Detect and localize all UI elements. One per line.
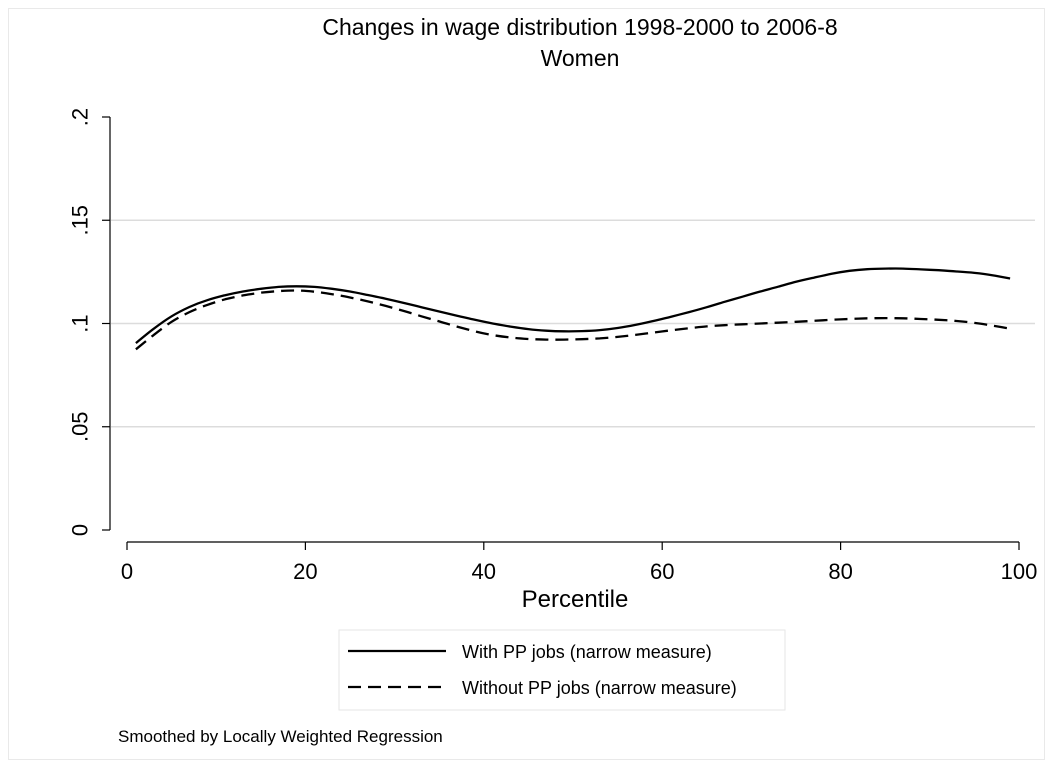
legend-box — [338, 629, 786, 711]
chart-title: Changes in wage distribution 1998-2000 t… — [322, 14, 837, 40]
y-tick-label-2: .1 — [68, 314, 93, 332]
series-line-without-pp — [135, 289, 1011, 351]
series-lines — [135, 267, 1011, 351]
y-tick-label-4: .2 — [68, 108, 93, 126]
x-tick-label-5: 100 — [1001, 559, 1038, 584]
x-axis-ticks: 0 20 40 60 80 100 — [121, 542, 1037, 584]
legend: With PP jobs (narrow measure) Without PP… — [338, 629, 786, 711]
chart-subtitle: Women — [541, 45, 620, 71]
x-tick-label-4: 80 — [828, 559, 852, 584]
axes — [109, 117, 1019, 543]
series-line-with-pp — [135, 267, 1011, 344]
x-tick-label-3: 60 — [650, 559, 674, 584]
x-tick-label-0: 0 — [121, 559, 133, 584]
grid-lines — [111, 219, 1035, 428]
y-tick-label-3: .15 — [68, 205, 93, 236]
legend-entry-with-pp: With PP jobs (narrow measure) — [462, 642, 712, 662]
x-tick-label-2: 40 — [472, 559, 496, 584]
x-tick-label-1: 20 — [293, 559, 317, 584]
chart-note: Smoothed by Locally Weighted Regression — [118, 727, 443, 746]
legend-entry-without-pp: Without PP jobs (narrow measure) — [462, 678, 737, 698]
y-tick-label-0: 0 — [68, 524, 93, 536]
y-axis-ticks: 0 .05 .1 .15 .2 — [68, 108, 110, 536]
x-axis-label: Percentile — [522, 586, 629, 613]
y-tick-label-1: .05 — [68, 411, 93, 442]
